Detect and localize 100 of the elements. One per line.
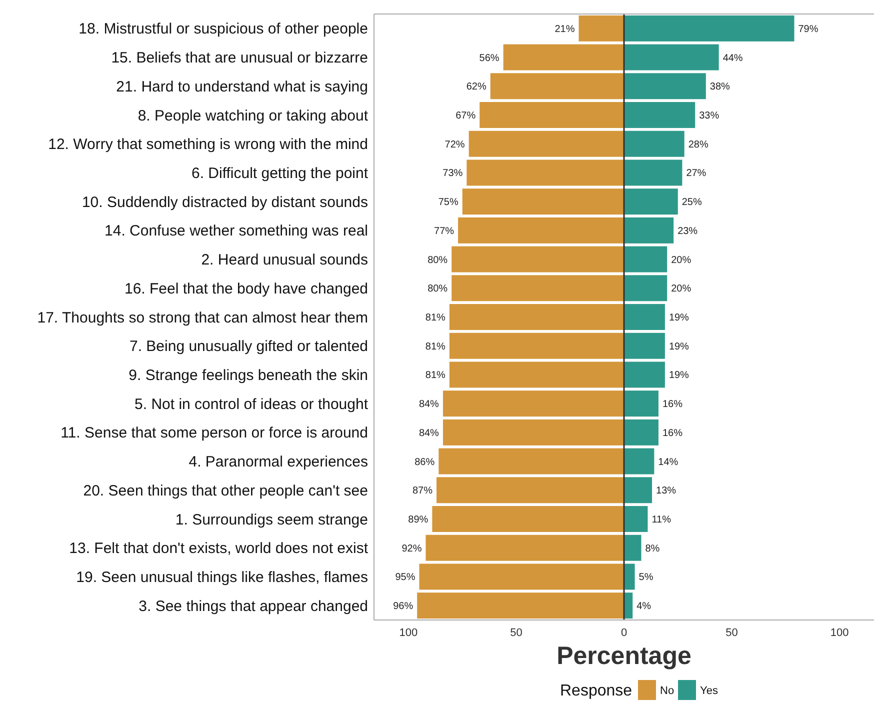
- data-label: 89%: [408, 514, 428, 526]
- bar: [624, 217, 674, 244]
- y-tick-label: 14. Confuse wether something was real: [104, 222, 368, 240]
- y-tick-label: 18. Mistrustful or suspicious of other people: [78, 20, 368, 38]
- data-label: 56%: [479, 52, 500, 64]
- data-label: 86%: [414, 456, 435, 468]
- data-label: 14%: [658, 456, 678, 468]
- y-tick-label: 8. People watching or taking about: [138, 107, 369, 124]
- bar: [438, 448, 624, 474]
- bar: [419, 564, 624, 590]
- y-tick-label: 12. Worry that something is wrong with the mind: [48, 136, 368, 154]
- bar: [449, 362, 624, 388]
- y-tick-label: 19. Seen unusual things like flashes, flames: [76, 568, 368, 586]
- bar: [624, 15, 794, 42]
- bar: [426, 534, 624, 561]
- bar: [624, 390, 658, 417]
- bar: [442, 390, 624, 417]
- bar: [624, 188, 678, 215]
- bar: [624, 477, 652, 504]
- bar: [624, 246, 668, 272]
- bar: [432, 506, 624, 532]
- x-axis-title: Percentage: [556, 642, 692, 670]
- bar: [490, 73, 624, 100]
- data-label: 95%: [395, 572, 416, 584]
- bar: [624, 44, 719, 70]
- y-tick-label: 20. Seen things that other people can't see: [83, 482, 368, 500]
- data-label: 80%: [428, 284, 448, 295]
- data-label: 96%: [393, 601, 414, 612]
- y-tick-label: 1. Surroundigs seem strange: [175, 511, 368, 528]
- data-label: 23%: [678, 226, 698, 237]
- legend-label: No: [660, 684, 674, 697]
- data-label: 72%: [444, 139, 465, 150]
- data-label: 38%: [710, 82, 730, 93]
- data-label: 75%: [438, 197, 458, 208]
- data-label: 21%: [554, 24, 575, 35]
- data-label: 87%: [412, 486, 433, 497]
- data-label: 84%: [418, 428, 440, 439]
- bar: [466, 160, 624, 186]
- bar: [624, 130, 684, 157]
- y-tick-label: 17. Thoughts so strong that can almost hear them: [37, 309, 368, 326]
- x-tick-label: 0: [620, 627, 628, 639]
- bar: [624, 332, 665, 359]
- y-tick-label: 6. Difficult getting the point: [192, 164, 369, 182]
- y-tick-label: 21. Hard to understand what is saying: [116, 78, 368, 96]
- data-label: 62%: [466, 82, 486, 93]
- bar: [480, 102, 624, 128]
- bar: [452, 246, 624, 272]
- data-label: 28%: [688, 139, 708, 150]
- data-label: 5%: [638, 572, 654, 584]
- x-tick-label: 100: [399, 627, 418, 639]
- data-label: 16%: [662, 428, 683, 439]
- bar: [578, 15, 624, 42]
- bar: [624, 419, 658, 446]
- bar: [624, 362, 665, 388]
- data-label: 19%: [668, 312, 690, 324]
- bar: [624, 534, 642, 561]
- data-label: 8%: [645, 543, 660, 554]
- bar: [468, 130, 624, 157]
- data-label: 13%: [656, 486, 676, 497]
- y-tick-label: 7. Being unusually gifted or talented: [130, 338, 368, 356]
- y-tick-label: 11. Sense that some person or force is around: [60, 424, 368, 442]
- y-tick-label: 16. Feel that the body have changed: [124, 280, 368, 298]
- y-tick-label: 2. Heard unusual sounds: [201, 252, 368, 269]
- data-label: 81%: [425, 341, 446, 352]
- data-label: 79%: [798, 24, 818, 35]
- bar: [503, 44, 624, 70]
- bar: [442, 419, 624, 446]
- data-label: 80%: [428, 254, 448, 266]
- bar: [624, 506, 648, 532]
- y-tick-label: 15. Beliefs that are unusual or bizzarre: [111, 50, 368, 67]
- bar: [452, 275, 624, 302]
- bar: [449, 332, 624, 359]
- bar: [436, 477, 624, 504]
- y-tick-label: 4. Paranormal experiences: [188, 454, 368, 471]
- data-label: 77%: [434, 226, 454, 237]
- y-tick-label: 10. Suddendly distracted by distant sounds: [82, 194, 368, 211]
- data-label: 44%: [722, 52, 743, 64]
- bar: [449, 304, 624, 330]
- bar: [624, 102, 696, 128]
- data-label: 19%: [668, 341, 690, 352]
- data-label: 84%: [418, 399, 440, 410]
- x-tick-label: 50: [510, 627, 522, 639]
- legend-label: Yes: [700, 684, 718, 697]
- bar: [624, 73, 706, 100]
- data-label: 33%: [699, 110, 720, 122]
- data-label: 19%: [668, 370, 690, 382]
- bar: [624, 160, 682, 186]
- data-label: 27%: [686, 168, 706, 180]
- data-label: 4%: [636, 601, 652, 612]
- x-tick-label: 50: [726, 627, 738, 639]
- y-tick-label: 9. Strange feelings beneath the skin: [128, 366, 368, 384]
- bar: [624, 275, 668, 302]
- data-label: 81%: [425, 370, 446, 382]
- y-tick-label: 3. See things that appear changed: [138, 598, 368, 615]
- y-tick-label: 5. Not in control of ideas or thought: [134, 396, 369, 413]
- data-label: 92%: [402, 543, 422, 554]
- bar: [458, 217, 624, 244]
- data-label: 67%: [456, 110, 476, 122]
- bar: [462, 188, 624, 215]
- data-label: 81%: [425, 312, 446, 324]
